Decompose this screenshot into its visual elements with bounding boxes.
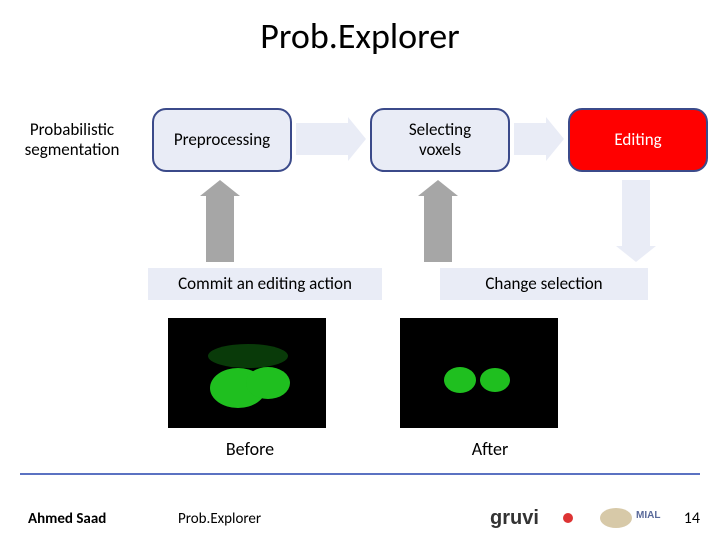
- node-change: Change selection: [440, 268, 648, 300]
- footer-author: Ahmed Saad: [28, 510, 106, 528]
- svg-text:MIAL: MIAL: [636, 510, 660, 521]
- node-seg: Probabilistic segmentation: [12, 110, 132, 170]
- arrow: [200, 180, 240, 262]
- footer-title: Prob.Explorer: [178, 510, 261, 528]
- arrow: [418, 180, 458, 262]
- result-image-after: [400, 318, 558, 428]
- footer-divider: [20, 473, 700, 475]
- node-edit: Editing: [568, 108, 708, 172]
- caption-after: After: [450, 438, 530, 460]
- slide-title: Prob.Explorer: [0, 14, 720, 58]
- node-commit: Commit an editing action: [148, 268, 382, 300]
- gruvi-logo: gruvi: [490, 506, 580, 530]
- arrow: [514, 117, 564, 161]
- mial-logo: MIAL: [596, 504, 666, 532]
- page-number: 14: [684, 509, 700, 528]
- node-sel: Selecting voxels: [370, 108, 510, 172]
- caption-before: Before: [210, 438, 290, 460]
- result-image-before: [168, 318, 326, 428]
- node-pre: Preprocessing: [152, 108, 292, 172]
- svg-text:gruvi: gruvi: [490, 507, 539, 529]
- arrow: [616, 180, 656, 262]
- arrow: [296, 117, 366, 161]
